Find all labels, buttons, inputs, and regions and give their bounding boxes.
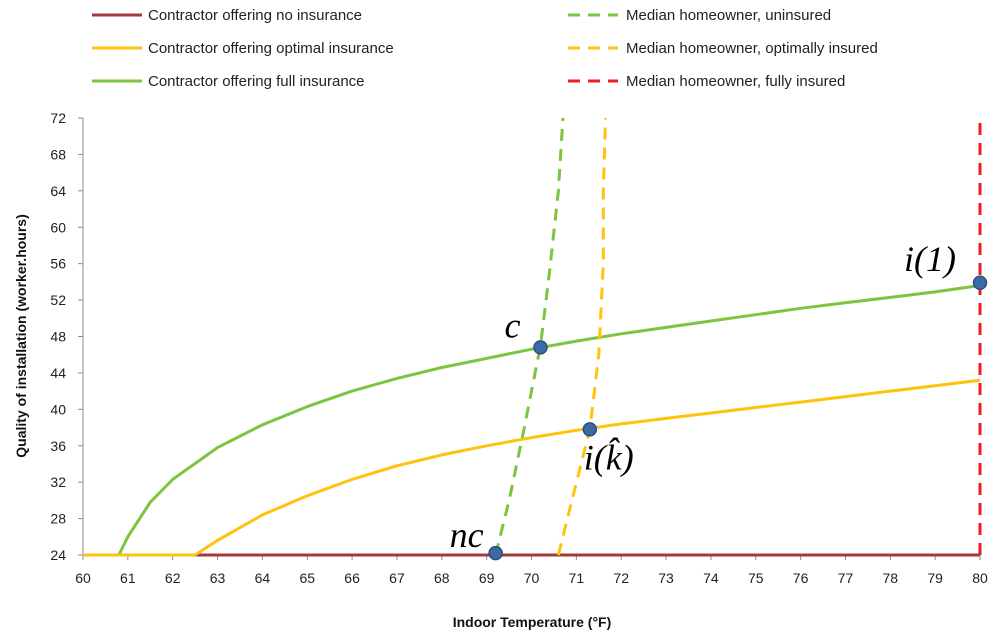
x-tick-label: 66 [344, 570, 360, 586]
series-line-1 [83, 378, 981, 557]
y-tick-label: 44 [50, 365, 66, 381]
y-tick-label: 72 [50, 110, 66, 126]
x-tick-label: 76 [793, 570, 809, 586]
x-tick-label: 60 [75, 570, 91, 586]
x-axis-title: Indoor Temperature (°F) [453, 614, 612, 630]
x-tick-label: 73 [658, 570, 674, 586]
x-tick-label: 78 [883, 570, 899, 586]
marker-layer: nc c i(k̂) i(1) [450, 239, 988, 561]
x-tick-label: 70 [524, 570, 540, 586]
x-tick-label: 69 [479, 570, 495, 586]
y-axis-title: Quality of installation (worker.hours) [13, 214, 29, 457]
x-tick-label: 64 [255, 570, 271, 586]
axes: 60 61 62 63 64 65 66 67 68 69 70 71 72 73 74 75 76 77 78 79… [50, 110, 988, 586]
x-tick-label: 79 [927, 570, 943, 586]
y-tick-label: 56 [50, 256, 66, 272]
x-tick-label: 63 [210, 570, 226, 586]
x-tick-label: 77 [838, 570, 854, 586]
x-tick-label: 62 [165, 570, 181, 586]
x-tick-label: 65 [299, 570, 315, 586]
y-tick-label: 60 [50, 219, 66, 235]
legend: Contractor offering no insurance Contract… [92, 7, 878, 90]
y-tick-label: 48 [50, 329, 66, 345]
x-tick-label: 75 [748, 570, 764, 586]
legend-label: Median homeowner, uninsured [626, 7, 831, 24]
legend-label: Contractor offering optimal insurance [148, 40, 394, 57]
legend-label: Median homeowner, optimally insured [626, 40, 878, 57]
marker-point [533, 340, 548, 355]
y-tick-label: 24 [50, 547, 66, 563]
marker-point [488, 545, 503, 561]
y-tick-label: 36 [50, 438, 66, 454]
marker-label: i(k̂) [584, 436, 634, 477]
y-tick-label: 52 [50, 292, 66, 308]
y-tick-label: 68 [50, 146, 66, 162]
legend-label: Median homeowner, fully insured [626, 73, 845, 90]
y-tick-label: 28 [50, 511, 66, 527]
legend-label: Contractor offering no insurance [148, 7, 362, 24]
marker-label: c [504, 305, 520, 345]
y-tick-label: 40 [50, 401, 66, 417]
series-line-2 [83, 284, 981, 557]
series-line-4 [556, 117, 607, 556]
x-tick-label: 74 [703, 570, 719, 586]
y-tick-label: 32 [50, 474, 66, 490]
x-tick-label: 67 [389, 570, 405, 586]
marker-point [972, 275, 988, 291]
series-layer [83, 117, 982, 557]
marker-point [582, 422, 598, 437]
legend-label: Contractor offering full insurance [148, 73, 365, 90]
x-tick-label: 80 [972, 570, 988, 586]
x-tick-label: 61 [120, 570, 136, 586]
series-line-3 [494, 117, 565, 556]
marker-label: nc [450, 515, 484, 555]
y-tick-label: 64 [50, 183, 66, 199]
x-tick-label: 71 [569, 570, 585, 586]
marker-label: i(1) [904, 239, 956, 279]
x-tick-label: 68 [434, 570, 450, 586]
x-tick-label: 72 [613, 570, 629, 586]
